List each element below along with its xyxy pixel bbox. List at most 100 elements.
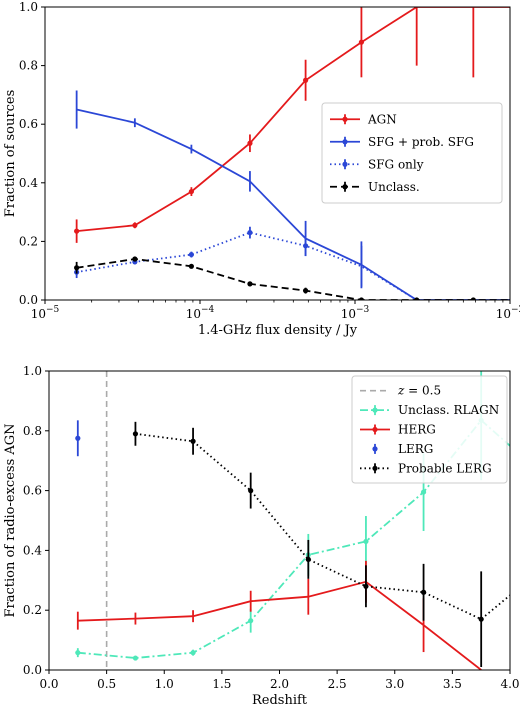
data-point-unclass [302,288,309,294]
y-tick-label: 0.6 [19,117,38,131]
x-tick-label: 2.0 [270,677,289,691]
series-agn [74,7,510,243]
legend-label: Unclass. RLAGN [398,403,499,417]
data-point-sfg-only [247,230,253,236]
legend-swatch-marker [342,116,348,122]
plot-frame [44,6,511,301]
legend-label: SFG + prob. SFG [368,135,474,149]
data-point-unclass-rlagn [132,655,139,661]
data-point-agn [358,39,365,45]
legend-entry-lerg: LERG [372,442,433,456]
data-point-sfg-only [188,251,194,258]
data-point-unclass-rlagn [248,618,254,624]
x-tick-label: 1.0 [155,677,174,691]
data-point-unclass [74,265,80,271]
legend-label: Probable LERG [398,461,492,475]
data-point-probable-lerg [478,616,484,622]
y-tick-label: 0.2 [23,603,42,617]
y-tick-label: 1.0 [19,0,38,14]
x-tick-label: 10−2 [496,305,520,321]
series-line-herg [77,580,482,670]
y-tick-label: 0.2 [19,234,38,248]
legend-entry-probable-lerg: Probable LERG [360,461,492,475]
legend-entry-herg: HERG [360,423,436,437]
data-point-unclass [247,281,253,287]
series-unclass [74,256,510,300]
data-point-unclass-rlagn [75,650,81,656]
legend-swatch-marker [342,184,348,190]
data-point-unclass [414,297,420,300]
data-point-agn [188,188,194,195]
legend-label: AGN [367,112,397,126]
x-tick-label: 0.5 [97,677,116,691]
data-point-unclass [470,297,476,300]
legend-swatch-marker [372,465,378,471]
data-point-probable-lerg [248,488,254,494]
y-tick-label: 0.8 [19,59,38,73]
legend: AGN SFG + prob. SFG SFG only Unclass. [321,102,503,204]
legend-swatch-marker [372,426,378,433]
series-line-sfg-only [76,231,418,300]
legend-entry-sfg-prob-sfg: SFG + prob. SFG [330,135,474,149]
legend: z = 0.5 Unclass. RLAGN HERG LERG Probable LE… [351,375,508,484]
plot-area [74,7,510,300]
legend-entry-agn: AGN [330,112,397,126]
y-axis-label: Fraction of sources [3,90,18,217]
legend-label: HERG [398,423,436,437]
data-point-unclass-rlagn [420,489,427,495]
x-tick-label: 10−3 [341,305,370,321]
legend-swatch-marker [342,161,348,167]
data-point-agn [132,222,138,228]
data-point-probable-lerg [420,589,427,595]
x-tick-label: 0.0 [39,677,58,691]
x-tick-label: 4.0 [500,677,519,691]
legend-entry-unclass: Unclass. [330,180,420,194]
series-line-unclass [76,258,510,300]
legend-label: Unclass. [368,180,420,194]
legend-entry-sfg-only: SFG only [330,157,424,171]
legend-entry-z-0.5: z = 0.5 [360,384,441,398]
y-tick-label: 0.4 [23,543,42,557]
x-tick-label: 3.0 [385,677,404,691]
y-tick-label: 1.0 [23,364,42,378]
y-axis-label: Fraction of radio-excess AGN [3,423,18,617]
y-tick-label: 0.6 [23,484,42,498]
y-tick-label: 0.4 [19,176,38,190]
series-herg [76,560,482,670]
series-lerg [75,420,81,457]
redshift-chart: 0.0 0.2 0.4 0.6 0.8 1.0 0.0 0.5 1.0 1.5 2.0 2.5 3.0 3… [3,364,520,708]
x-tick-label: 1.5 [212,677,231,691]
legend-entry-unclass-rlagn: Unclass. RLAGN [360,403,499,417]
x-tick-label: 10−5 [31,305,60,321]
legend-swatch-marker [342,139,348,145]
legend-label: SFG only [368,157,424,171]
legend-label: LERG [398,442,433,456]
data-point-agn [74,228,80,234]
data-point-unclass [358,297,365,300]
legend-box [321,102,503,204]
data-point-probable-lerg [190,438,196,444]
legend-label: z = 0.5 [397,384,441,398]
x-tick-label: 2.5 [328,677,347,691]
data-point-unclass-rlagn [190,650,196,656]
data-point-unclass-rlagn [363,538,369,545]
y-tick-label: 0.0 [23,663,42,677]
data-point-probable-lerg [132,431,139,437]
series-probable-lerg [132,421,510,668]
series-sfg-only [74,226,418,300]
legend-swatch-marker [372,407,378,413]
legend-swatch-marker [372,446,378,452]
y-tick-label: 0.8 [23,424,42,438]
x-tick-label: 3.5 [443,677,462,691]
legend-box [351,375,508,484]
y-tick-label: 0.0 [19,293,38,307]
data-point-agn [302,77,309,83]
data-point-lerg [75,435,81,441]
flux-density-chart: 0.0 0.2 0.4 0.6 0.8 1.0 10−5 10−4 10−3 10−2 1.4-GH… [3,0,520,338]
data-point-sfg-only [302,243,309,249]
data-point-unclass [188,263,194,269]
x-axis-label: Redshift [252,693,308,708]
data-point-probable-lerg [363,583,369,589]
x-axis-label: 1.4-GHz flux density / Jy [198,323,358,338]
